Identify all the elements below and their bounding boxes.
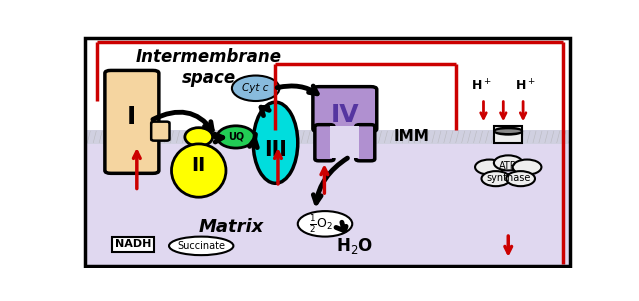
Text: ATP
synthase: ATP synthase: [486, 161, 530, 182]
Text: Succinate: Succinate: [177, 241, 225, 251]
FancyBboxPatch shape: [315, 125, 334, 161]
Ellipse shape: [512, 160, 541, 175]
Bar: [112, 237, 154, 252]
FancyBboxPatch shape: [105, 70, 159, 173]
Text: H$^+$: H$^+$: [471, 79, 491, 94]
Ellipse shape: [495, 129, 522, 134]
Text: H$_2$O: H$_2$O: [336, 236, 373, 256]
Ellipse shape: [185, 128, 213, 146]
Text: $\frac{1}{2}$O$_2$: $\frac{1}{2}$O$_2$: [309, 213, 333, 235]
Text: Intermembrane
space: Intermembrane space: [135, 48, 282, 87]
Bar: [495, 126, 522, 144]
Ellipse shape: [217, 126, 255, 148]
Text: NADH: NADH: [115, 239, 151, 249]
Ellipse shape: [169, 237, 233, 255]
Text: Matrix: Matrix: [198, 218, 263, 236]
Ellipse shape: [494, 155, 523, 170]
FancyBboxPatch shape: [151, 122, 169, 141]
Bar: [85, 36, 570, 130]
Ellipse shape: [475, 160, 504, 175]
Bar: [330, 126, 359, 159]
Text: III: III: [264, 140, 287, 160]
Text: Cyt c: Cyt c: [242, 83, 269, 93]
Circle shape: [298, 211, 352, 237]
Ellipse shape: [495, 128, 522, 135]
Text: I: I: [127, 105, 137, 129]
FancyBboxPatch shape: [313, 87, 377, 132]
Text: IV: IV: [330, 103, 359, 127]
Bar: [85, 130, 570, 144]
Ellipse shape: [506, 171, 535, 186]
Ellipse shape: [253, 102, 298, 183]
Text: UQ: UQ: [228, 132, 244, 142]
Ellipse shape: [232, 76, 279, 101]
Text: II: II: [192, 157, 206, 175]
Ellipse shape: [482, 171, 510, 186]
FancyBboxPatch shape: [356, 125, 375, 161]
Bar: [85, 144, 570, 265]
Text: H$^+$: H$^+$: [515, 79, 536, 94]
Ellipse shape: [171, 144, 226, 197]
Text: IMM: IMM: [394, 129, 429, 144]
